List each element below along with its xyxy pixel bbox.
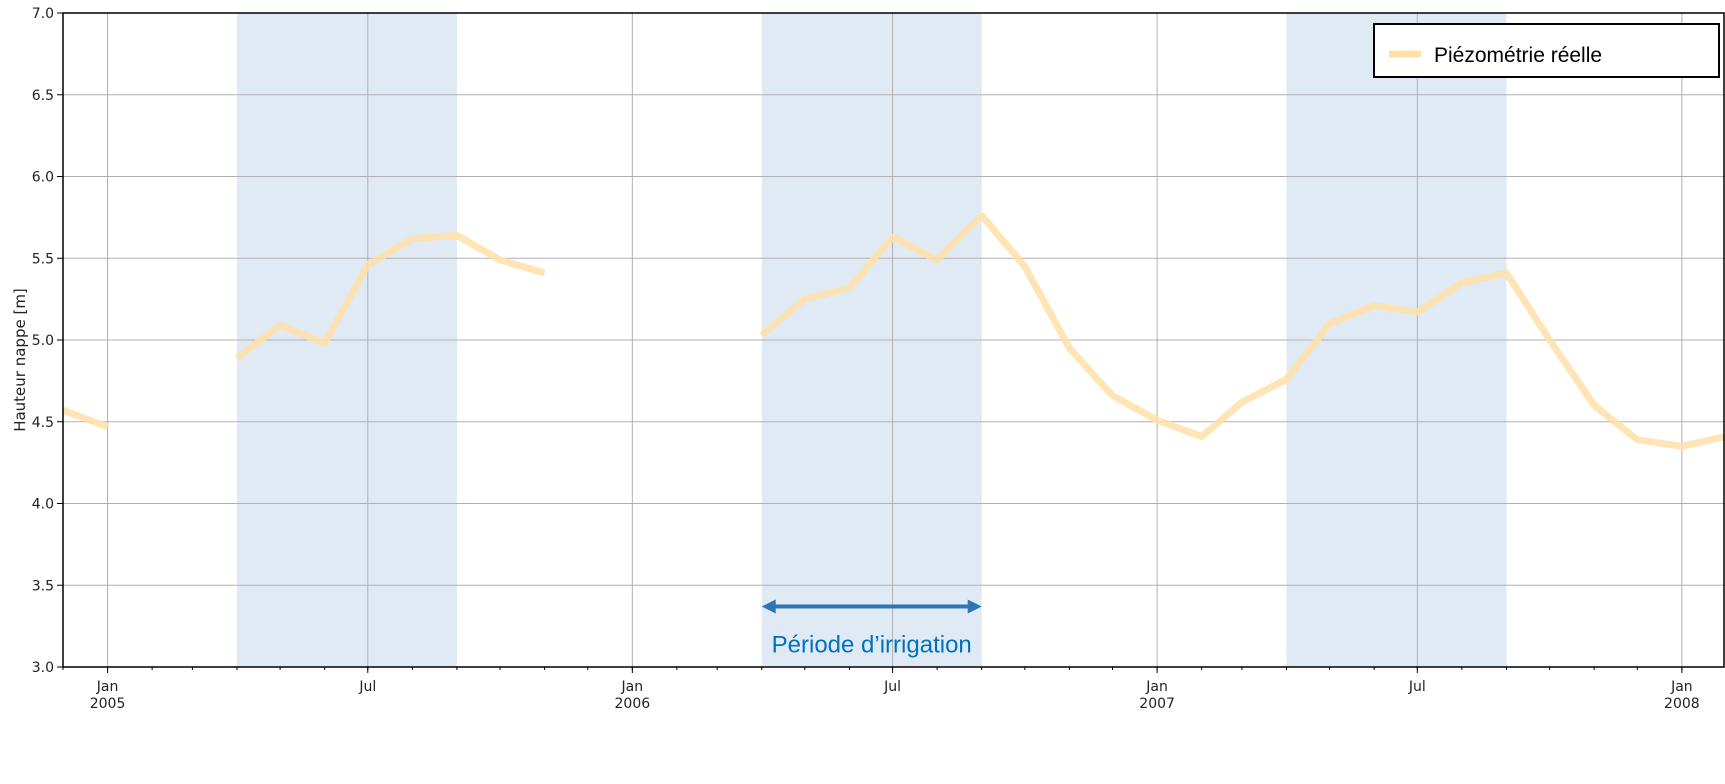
irrigation-arrow-head-right [967, 599, 982, 614]
y-tick-label: 3.0 [32, 660, 54, 676]
y-tick-label: 6.5 [32, 88, 54, 104]
y-tick-label: 3.5 [32, 578, 54, 594]
x-tick-label: Jan [621, 679, 644, 695]
x-tick-year-label: 2008 [1664, 696, 1700, 712]
x-tick-label: Jul [358, 679, 376, 695]
legend-label: Piézométrie réelle [1434, 44, 1602, 67]
x-tick-label: Jan [1670, 679, 1693, 695]
series-line-segment-2 [234, 231, 546, 361]
legend-box [1373, 23, 1720, 78]
x-tick-label: Jan [1145, 679, 1168, 695]
y-tick-label: 5.0 [32, 333, 54, 349]
y-tick-label: 4.0 [32, 497, 54, 513]
y-axis-title: Hauteur nappe [m] [11, 288, 29, 432]
x-tick-year-label: 2005 [90, 696, 126, 712]
x-tick-year-label: 2007 [1139, 696, 1175, 712]
x-tick-label: Jan [96, 679, 119, 695]
y-tick-label: 4.5 [32, 415, 54, 431]
x-tick-label: Jul [883, 679, 901, 695]
series-line-segment-1 [61, 407, 109, 430]
y-tick-label: 7.0 [32, 6, 54, 22]
y-tick-label: 5.5 [32, 251, 54, 267]
irrigation-arrow-head-left [761, 599, 776, 614]
irrigation-period-label: Période d’irrigation [772, 632, 972, 659]
x-tick-label: Jul [1408, 679, 1426, 695]
y-tick-label: 6.0 [32, 170, 54, 186]
x-tick-year-label: 2006 [615, 696, 651, 712]
